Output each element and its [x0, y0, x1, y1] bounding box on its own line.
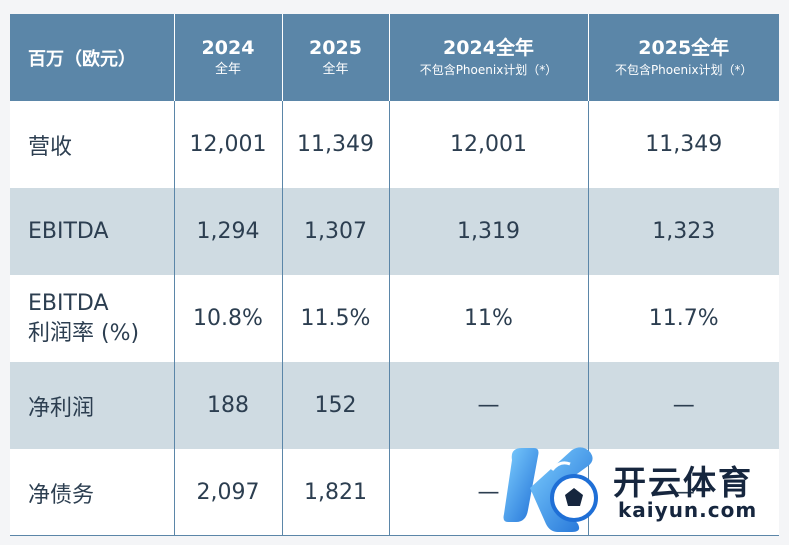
cell-2025: 152	[282, 362, 390, 449]
watermark-logo: 开云体育 kaiyun.com	[500, 440, 785, 540]
cell-2025: 1,821	[282, 449, 390, 536]
table-row-ebitda: EBITDA 1,294 1,307 1,319 1,323	[10, 188, 779, 275]
cell-2024-excl: —	[389, 362, 589, 449]
cell-2025-excl: 1,323	[652, 219, 716, 244]
table-row-net-debt: 净债务 2,097 1,821 — —	[10, 449, 779, 536]
cell-2025: 11.5%	[282, 275, 390, 362]
header-2025-excl: 2025全年 不包含Phoenix计划（*）	[614, 36, 753, 77]
watermark-name-en: kaiyun.com	[618, 498, 758, 522]
cell-2024: 12,001	[174, 101, 283, 188]
cell-2025: 11,349	[282, 101, 390, 188]
financial-table: 百万（欧元） 2024 全年 2025 全年 2024全年 不包含Phoenix…	[10, 14, 779, 536]
row-label: 净利润	[10, 362, 175, 449]
table-row-net-profit: 净利润 188 152 — —	[10, 362, 779, 449]
cell-2024-excl: 1,319	[389, 188, 589, 275]
row-label-line1: EBITDA	[28, 290, 109, 316]
cell-2024-excl: 11%	[389, 275, 589, 362]
cell-2024: 1,294	[174, 188, 283, 275]
cell-2024: 2,097	[174, 449, 283, 536]
cell-2024: 188	[174, 362, 283, 449]
cell-2024-excl: 12,001	[389, 101, 589, 188]
header-2025: 2025 全年	[282, 14, 390, 101]
cell-2025-excl: —	[672, 393, 695, 418]
row-label: EBITDA 利润率 (%)	[10, 275, 175, 362]
cell-2025: 1,307	[282, 188, 390, 275]
table-row-ebitda-margin: EBITDA 利润率 (%) 10.8% 11.5% 11% 11.7%	[10, 275, 779, 362]
row-label: EBITDA	[10, 188, 175, 275]
row-label: 净债务	[10, 449, 175, 536]
header-unit: 百万（欧元）	[10, 14, 175, 101]
table-bottom-border	[10, 535, 779, 536]
financial-table-frame: 百万（欧元） 2024 全年 2025 全年 2024全年 不包含Phoenix…	[10, 14, 779, 536]
cell-2024: 10.8%	[174, 275, 283, 362]
row-label-line2: 利润率 (%)	[28, 320, 140, 346]
cell-2025-excl: 11,349	[645, 132, 723, 157]
watermark-name-cn: 开云体育	[613, 463, 753, 502]
cell-2025-excl: —	[672, 480, 695, 505]
table-row-revenue: 营收 12,001 11,349 12,001 11,349	[10, 101, 779, 188]
table-header-row: 百万（欧元） 2024 全年 2025 全年 2024全年 不包含Phoenix…	[10, 14, 779, 101]
row-label: 营收	[10, 101, 175, 188]
cell-2025-excl: 11.7%	[648, 306, 719, 331]
header-2024-excl: 2024全年 不包含Phoenix计划（*）	[389, 14, 589, 101]
kaiyun-logo-icon	[503, 447, 598, 532]
header-2024: 2024 全年	[174, 14, 283, 101]
